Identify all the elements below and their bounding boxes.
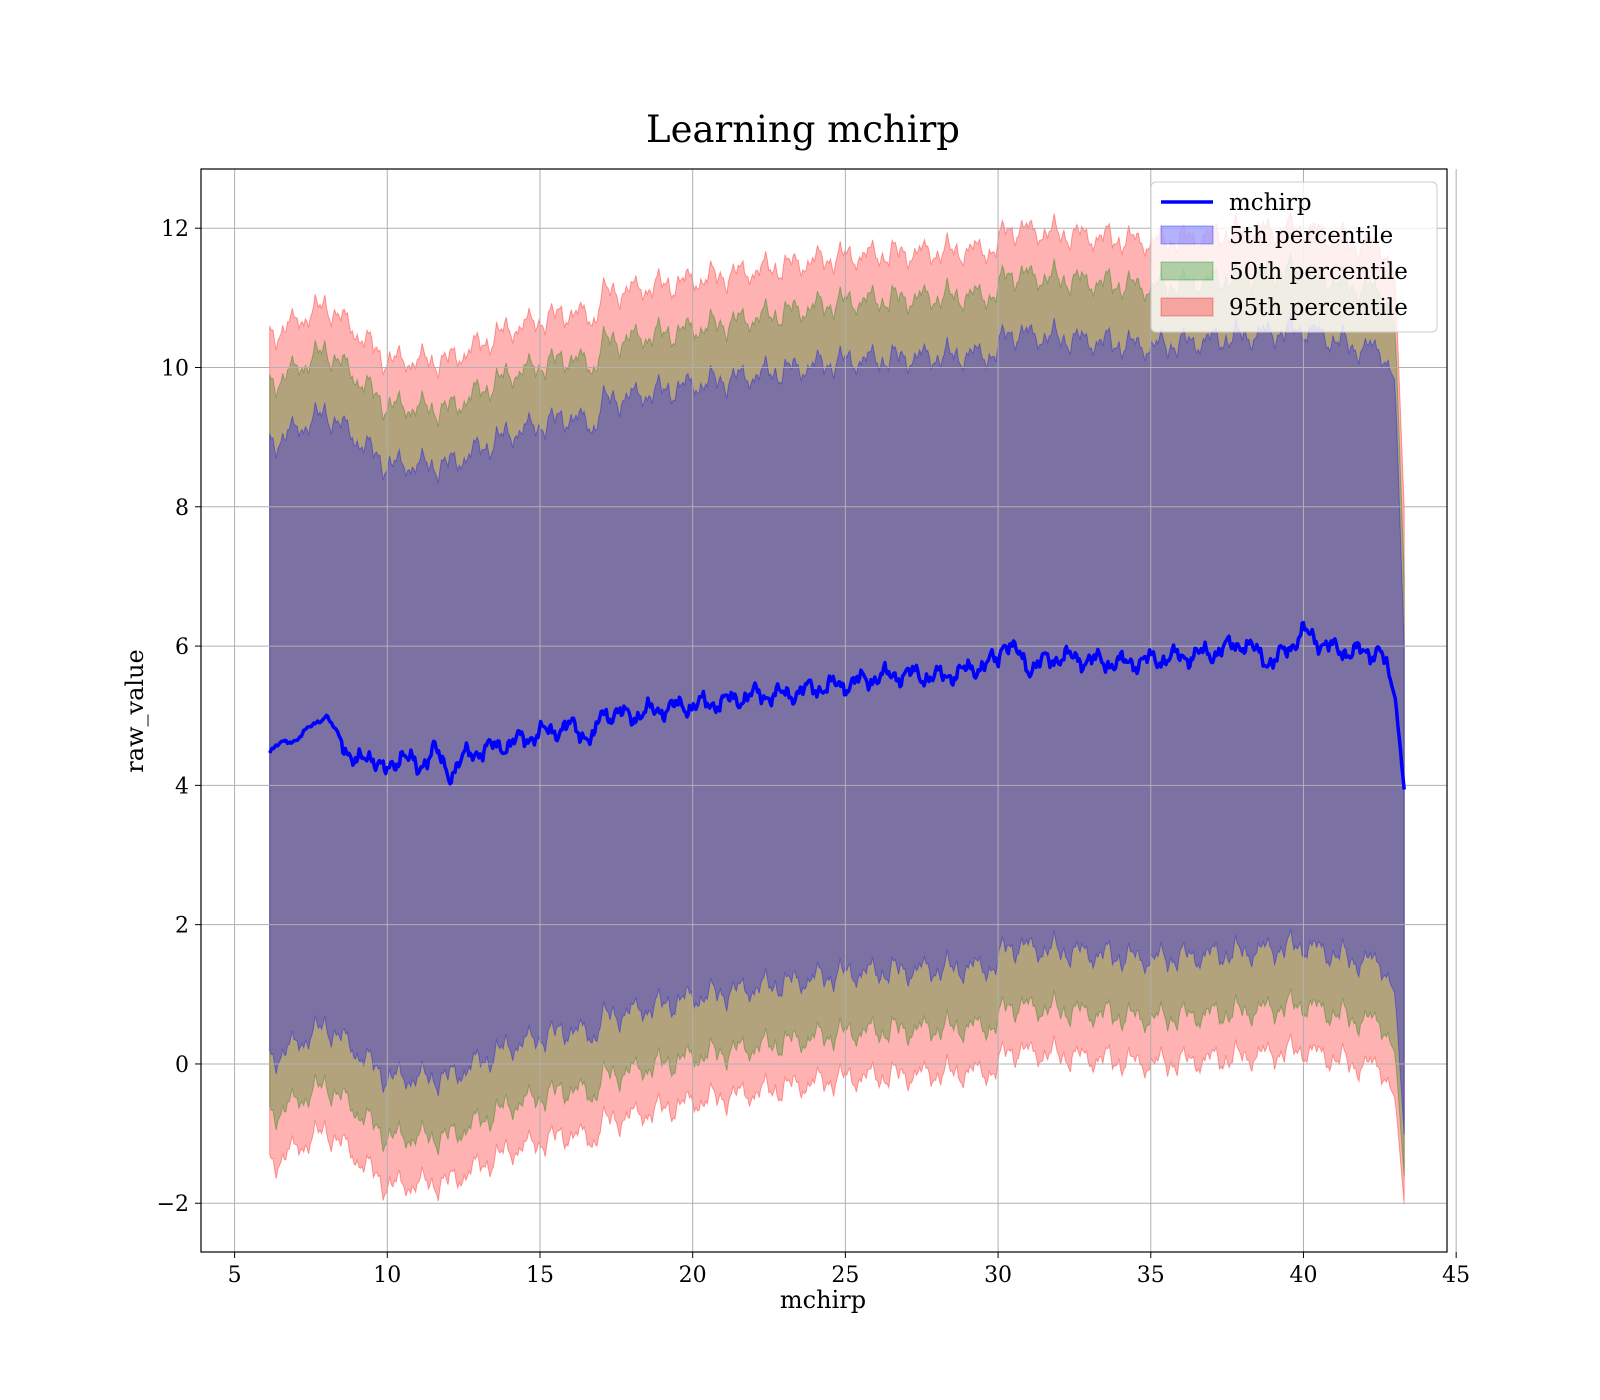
x-tick-label: 20 [679,1263,707,1288]
series-line-mchirp [268,620,1406,790]
band-50th-percentile [269,253,1405,1177]
legend: mchirp 5th percentile 50th percentile 95th … [1150,181,1438,333]
legend-swatch-95th [1160,297,1214,317]
y-tick-label: 12 [161,217,189,242]
legend-swatch-5th [1160,225,1214,245]
y-tick-label: 2 [175,914,189,939]
ticks-layer: 5 10 15 20 25 30 35 40 45 −2 0 2 4 6 8 10 12 [157,217,1471,1288]
line-layer [268,620,1406,790]
legend-label-5th: 5th percentile [1229,223,1393,249]
x-tick-label: 30 [984,1263,1012,1288]
bands-layer [269,210,1405,1205]
plot-frame [200,168,1448,1253]
y-tick-label: 4 [175,774,189,799]
legend-box [1150,181,1438,333]
x-axis-label: mchirp [780,1286,866,1314]
x-tick-label: 5 [228,1263,242,1288]
y-tick-label: 8 [175,496,189,521]
chart-title: Learning mchirp [646,108,960,151]
x-tick-label: 25 [831,1263,859,1288]
band-95th-percentile [269,210,1405,1205]
y-tick-label: −2 [157,1192,189,1217]
y-tick-label: 10 [161,356,189,381]
y-tick-label: 6 [175,635,189,660]
legend-swatch-50th [1160,261,1214,281]
x-tick-label: 10 [373,1263,401,1288]
x-tick-label: 40 [1289,1263,1317,1288]
y-tick-label: 0 [175,1053,189,1078]
band-5th-percentile [269,312,1405,1135]
legend-label-mchirp: mchirp [1229,190,1312,216]
y-axis-label: raw_value [121,649,149,773]
x-tick-label: 15 [526,1263,554,1288]
legend-label-95th: 95th percentile [1229,295,1408,321]
x-tick-label: 35 [1137,1263,1165,1288]
legend-label-50th: 50th percentile [1229,259,1408,285]
x-tick-label: 45 [1442,1263,1470,1288]
